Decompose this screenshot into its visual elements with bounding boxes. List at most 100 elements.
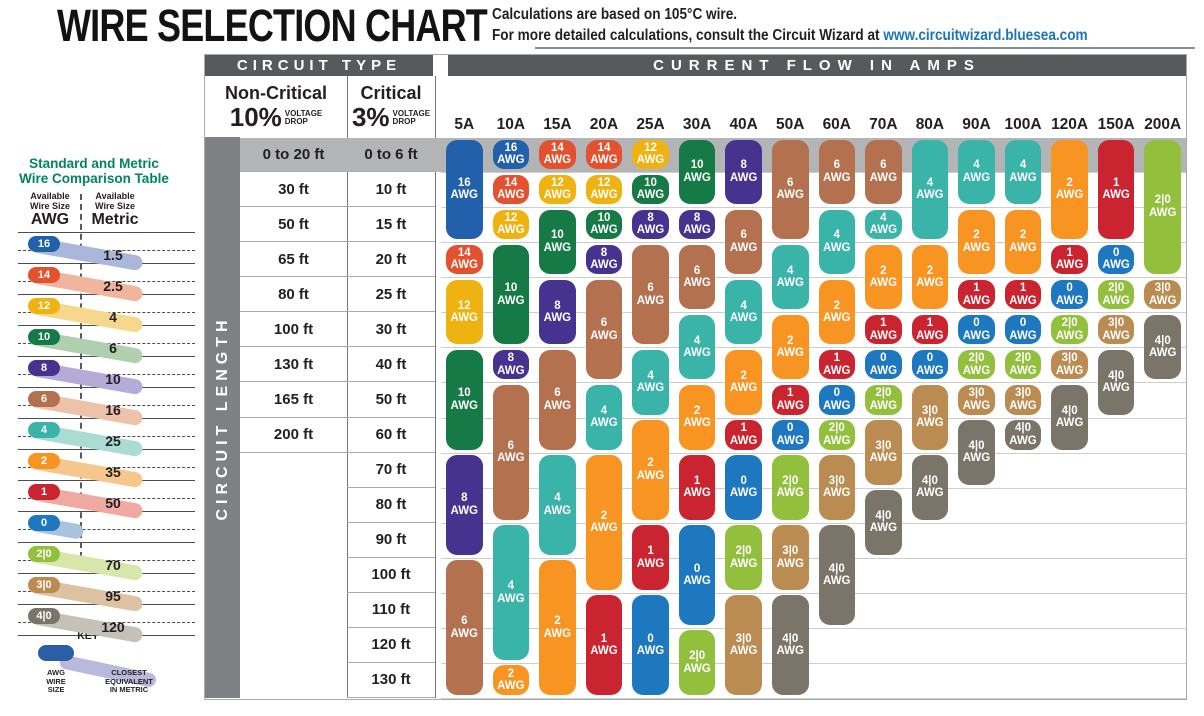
- wire-pill-50A-2|0: 2|0 AWG: [771, 455, 809, 520]
- awg-size-pill: 4: [28, 422, 60, 438]
- awg-size-pill: 12: [28, 298, 60, 314]
- comparison-row-3|0: 3|0 95: [18, 573, 195, 613]
- wire-pill-30A-0: 0 AWG: [678, 525, 716, 625]
- wire-pill-50A-6: 6 AWG: [771, 139, 809, 240]
- wire-pill-30A-2: 2 AWG: [678, 384, 716, 450]
- metric-value: 50: [105, 495, 121, 511]
- wire-pill-100A-3|0: 3|0 AWG: [1004, 384, 1042, 415]
- wire-pill-50A-4|0: 4|0 AWG: [771, 595, 809, 695]
- wire-pill-90A-4|0: 4|0 AWG: [958, 420, 995, 485]
- wire-pill-25A-12: 12 AWG: [632, 139, 669, 170]
- amp-header-15A: 15A: [543, 116, 572, 133]
- critical-header: Critical 3% VOLTAGE DROP: [351, 83, 431, 132]
- wire-pill-200A-3|0: 3|0 AWG: [1144, 279, 1181, 310]
- wire-pill-80A-0: 0 AWG: [911, 349, 949, 380]
- amp-header-5A: 5A: [454, 116, 475, 133]
- circuit-wizard-link[interactable]: www.circuitwizard.bluesea.com: [883, 27, 1088, 44]
- wire-pill-90A-4: 4 AWG: [958, 139, 995, 205]
- grid-row-line: [441, 453, 1186, 489]
- noncritical-length-cell: 0 to 20 ft: [240, 137, 347, 173]
- wire-pill-25A-2: 2 AWG: [632, 420, 669, 520]
- grid-row-line: [441, 488, 1186, 524]
- wire-pill-25A-1: 1 AWG: [632, 525, 669, 590]
- wire-pill-10A-8: 8 AWG: [492, 349, 530, 380]
- wire-pill-10A-6: 6 AWG: [492, 384, 530, 520]
- critical-length-cell: 70 ft: [347, 453, 435, 488]
- wire-pill-80A-2: 2 AWG: [911, 244, 949, 310]
- wire-pill-100A-2|0: 2|0 AWG: [1004, 349, 1042, 380]
- comparison-row-0: 0: [18, 511, 195, 542]
- critical-length-cell: 100 ft: [347, 558, 435, 593]
- grid-row-line: [441, 593, 1186, 629]
- noncritical-length-cell: [240, 593, 347, 628]
- wire-pill-80A-4|0: 4|0 AWG: [911, 455, 949, 520]
- wire-pill-40A-1: 1 AWG: [725, 420, 762, 450]
- noncritical-length-cell: 100 ft: [240, 312, 347, 348]
- wire-pill-60A-3|0: 3|0 AWG: [818, 455, 856, 520]
- wire-pill-50A-0: 0 AWG: [771, 420, 809, 450]
- noncritical-length-cell: 65 ft: [240, 242, 347, 278]
- noncritical-length-cell: [240, 453, 347, 488]
- comparison-row-4|0: 4|0 120: [18, 604, 195, 644]
- wire-pill-20A-6: 6 AWG: [585, 279, 623, 380]
- wire-pill-70A-6: 6 AWG: [865, 139, 902, 205]
- wire-pill-90A-2|0: 2|0 AWG: [958, 349, 995, 380]
- critical-length-cell: 120 ft: [347, 628, 435, 663]
- wire-pill-15A-10: 10 AWG: [539, 209, 576, 275]
- grid-row-line: [441, 172, 1186, 209]
- voltage-drop-label: VOLTAGE DROP: [392, 108, 431, 126]
- wire-pill-70A-1: 1 AWG: [865, 314, 902, 345]
- wire-pill-40A-0: 0 AWG: [725, 455, 762, 520]
- metric-value: 25: [105, 433, 121, 449]
- wire-pill-40A-6: 6 AWG: [725, 209, 762, 275]
- amp-header-50A: 50A: [776, 116, 805, 133]
- key-awg-label: AWG WIRE SIZE: [46, 668, 66, 694]
- wire-pill-30A-6: 6 AWG: [678, 244, 716, 310]
- wire-pill-70A-4: 4 AWG: [865, 209, 902, 240]
- wire-pill-30A-8: 8 AWG: [678, 209, 716, 240]
- wire-pill-70A-4|0: 4|0 AWG: [865, 490, 902, 555]
- grid-row-line: [441, 312, 1186, 349]
- wire-pill-60A-0: 0 AWG: [818, 384, 856, 415]
- column-divider: [347, 76, 348, 698]
- grid-row-line: [441, 347, 1186, 384]
- column-divider: [435, 76, 436, 698]
- amp-header-120A: 120A: [1051, 116, 1089, 133]
- wire-pill-40A-3|0: 3|0 AWG: [725, 595, 762, 695]
- comparison-table-title: Standard and Metric Wire Comparison Tabl…: [19, 156, 169, 186]
- metric-column-header: Available Wire Size Metric: [91, 191, 139, 228]
- wire-pill-120A-4|0: 4|0 AWG: [1051, 384, 1088, 450]
- wire-pill-20A-12: 12 AWG: [585, 174, 623, 205]
- wire-pill-20A-2: 2 AWG: [585, 455, 623, 590]
- critical-length-cell: 50 ft: [347, 382, 435, 418]
- wire-pill-15A-4: 4 AWG: [539, 455, 576, 555]
- noncritical-length-cell: [240, 558, 347, 593]
- wire-pill-30A-4: 4 AWG: [678, 314, 716, 380]
- wire-pill-120A-0: 0 AWG: [1051, 279, 1088, 310]
- wire-pill-20A-10: 10 AWG: [585, 209, 623, 240]
- amp-header-90A: 90A: [962, 116, 991, 133]
- amp-header-60A: 60A: [822, 116, 851, 133]
- wire-pill-70A-0: 0 AWG: [865, 349, 902, 380]
- critical-length-cell: 130 ft: [347, 663, 435, 698]
- wire-pill-90A-2: 2 AWG: [958, 209, 995, 275]
- comparison-row-16: 16 1.5: [18, 232, 195, 272]
- comparison-row-10: 10 6: [18, 325, 195, 365]
- wire-pill-100A-2: 2 AWG: [1004, 209, 1042, 275]
- amp-header-200A: 200A: [1144, 116, 1182, 133]
- critical-length-column: 0 to 6 ft 10 ft 15 ft 20 ft 25 ft 30 ft 40 ft 5…: [347, 137, 435, 698]
- metric-value: 95: [105, 588, 121, 604]
- key-metric-label: CLOSEST EQUIVALENT IN METRIC: [105, 668, 153, 694]
- voltage-drop-label: VOLTAGE DROP: [284, 108, 323, 126]
- wire-pill-25A-10: 10 AWG: [632, 174, 669, 205]
- critical-length-cell: 20 ft: [347, 242, 435, 278]
- circuit-type-header: CIRCUIT TYPE: [205, 55, 433, 76]
- awg-column-header: Available Wire Size AWG: [30, 191, 70, 228]
- metric-value: 2.5: [103, 278, 123, 294]
- wire-pill-90A-3|0: 3|0 AWG: [958, 384, 995, 415]
- noncritical-length-cell: 50 ft: [240, 207, 347, 243]
- wire-pill-150A-4|0: 4|0 AWG: [1097, 349, 1135, 415]
- wire-pill-5A-8: 8 AWG: [446, 455, 483, 555]
- amp-header-10A: 10A: [496, 116, 526, 133]
- circuit-length-bar: CIRCUIT LENGTH: [205, 137, 240, 698]
